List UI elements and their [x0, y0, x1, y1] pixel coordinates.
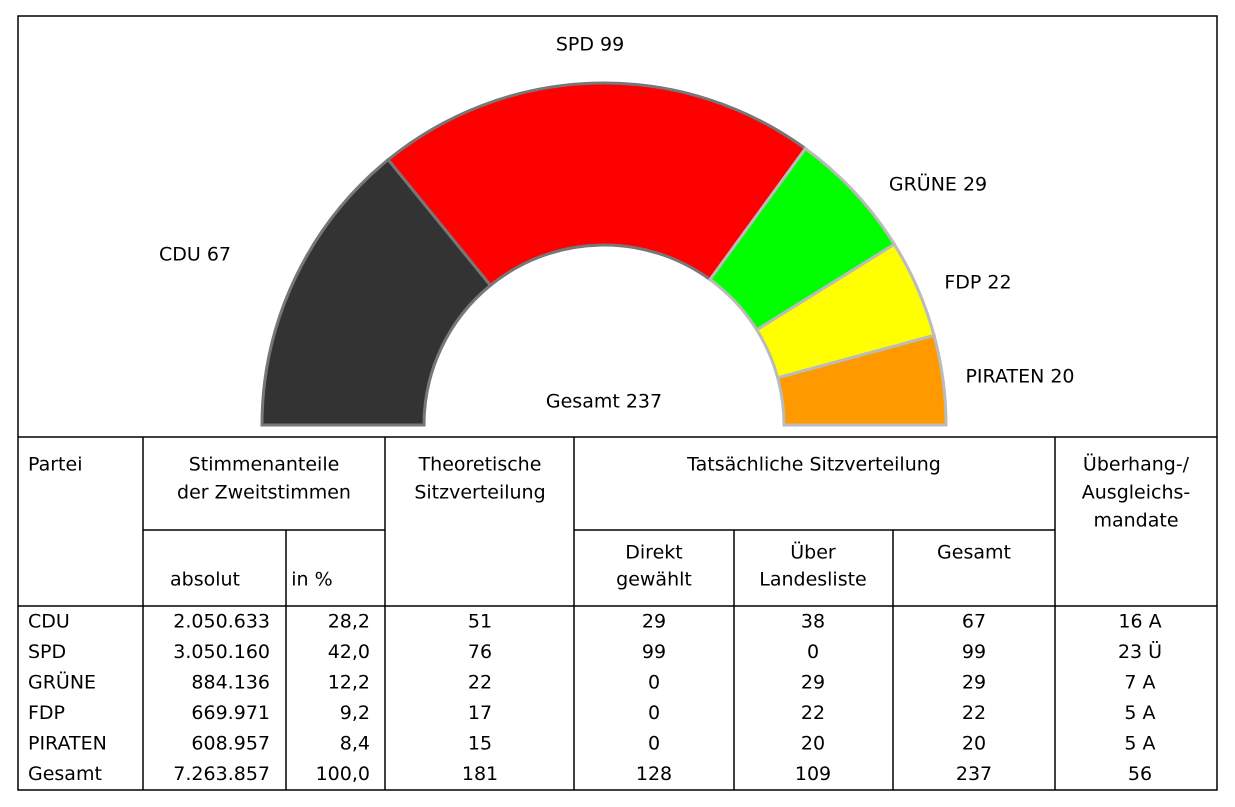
center-label: Gesamt 237 — [546, 391, 662, 413]
cell: 56 — [1128, 763, 1152, 785]
cell: 20 — [962, 733, 986, 755]
cell: 100,0 — [316, 763, 370, 785]
cell: 16 A — [1118, 611, 1161, 633]
cell: 22 — [801, 702, 825, 724]
cell: 7.263.857 — [173, 763, 270, 785]
header: absolut — [170, 569, 240, 591]
header: Überhang-/ — [1083, 453, 1190, 476]
cell: 76 — [468, 641, 492, 663]
header: Partei — [28, 454, 82, 476]
cell: CDU — [28, 611, 70, 633]
cell: FDP — [28, 702, 65, 724]
cell: 608.957 — [191, 733, 270, 755]
header: Sitzverteilung — [414, 482, 545, 504]
header: Gesamt — [937, 542, 1011, 564]
segment-label: CDU 67 — [159, 244, 231, 266]
header: Theoretische — [418, 454, 542, 476]
cell: 22 — [468, 672, 492, 694]
cell: 3.050.160 — [173, 641, 270, 663]
segment-label: FDP 22 — [944, 272, 1011, 294]
header: gewählt — [616, 569, 692, 591]
cell: 29 — [962, 672, 986, 694]
cell: 29 — [801, 672, 825, 694]
cell: 15 — [468, 733, 492, 755]
segment-label: PIRATEN 20 — [965, 366, 1074, 388]
segment-label: GRÜNE 29 — [889, 173, 987, 196]
header: mandate — [1093, 510, 1178, 532]
cell: 128 — [636, 763, 672, 785]
header: in % — [291, 569, 332, 591]
cell: 8,4 — [340, 733, 370, 755]
header: Stimmenanteile — [189, 454, 340, 476]
header: Tatsächliche Sitzverteilung — [686, 454, 941, 476]
cell: 884.136 — [191, 672, 270, 694]
cell: 99 — [642, 641, 666, 663]
cell: PIRATEN — [28, 733, 107, 755]
cell: 5 A — [1124, 702, 1155, 724]
cell: 109 — [795, 763, 831, 785]
seat-segment — [260, 157, 493, 427]
cell: 99 — [962, 641, 986, 663]
header: Direkt — [625, 542, 682, 564]
cell: SPD — [28, 641, 66, 663]
cell: 20 — [801, 733, 825, 755]
cell: 181 — [462, 763, 498, 785]
cell: 12,2 — [328, 672, 370, 694]
cell: 237 — [956, 763, 992, 785]
header: Über — [790, 541, 836, 564]
header: Ausgleichs- — [1082, 482, 1191, 504]
cell: 22 — [962, 702, 986, 724]
cell: 2.050.633 — [173, 611, 270, 633]
cell: 9,2 — [340, 702, 370, 724]
cell: 28,2 — [328, 611, 370, 633]
cell: 17 — [468, 702, 492, 724]
cell: Gesamt — [28, 763, 102, 785]
cell: 669.971 — [191, 702, 270, 724]
segment-label: SPD 99 — [556, 34, 624, 56]
seat-segment — [775, 333, 948, 427]
cell: 42,0 — [328, 641, 370, 663]
cell: 0 — [648, 672, 660, 694]
cell: 51 — [468, 611, 492, 633]
seat-segment — [386, 81, 808, 288]
cell: GRÜNE — [28, 671, 96, 694]
header: Landesliste — [759, 569, 867, 591]
cell: 67 — [962, 611, 986, 633]
cell: 7 A — [1124, 672, 1155, 694]
cell: 0 — [648, 702, 660, 724]
cell: 29 — [642, 611, 666, 633]
cell: 23 Ü — [1118, 640, 1162, 663]
cell: 0 — [807, 641, 819, 663]
cell: 38 — [801, 611, 825, 633]
header: der Zweitstimmen — [177, 482, 351, 504]
cell: 0 — [648, 733, 660, 755]
cell: 5 A — [1124, 733, 1155, 755]
